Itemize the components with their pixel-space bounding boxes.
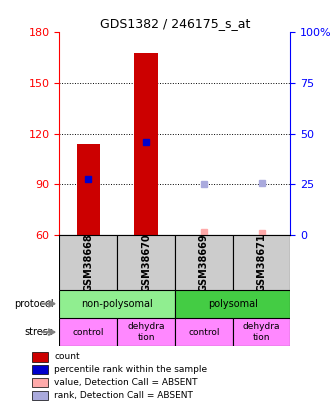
- Title: GDS1382 / 246175_s_at: GDS1382 / 246175_s_at: [100, 17, 250, 30]
- Text: percentile rank within the sample: percentile rank within the sample: [54, 365, 207, 374]
- Text: dehydra
tion: dehydra tion: [243, 322, 280, 342]
- Bar: [135, 53, 158, 235]
- FancyBboxPatch shape: [175, 290, 290, 318]
- FancyBboxPatch shape: [117, 318, 175, 346]
- Text: GSM38670: GSM38670: [141, 233, 151, 292]
- Text: polysomal: polysomal: [208, 299, 258, 309]
- Text: protocol: protocol: [14, 299, 53, 309]
- FancyBboxPatch shape: [59, 235, 117, 290]
- FancyBboxPatch shape: [175, 318, 233, 346]
- Text: control: control: [73, 328, 104, 337]
- Text: GSM38669: GSM38669: [199, 233, 209, 292]
- Text: value, Detection Call = ABSENT: value, Detection Call = ABSENT: [54, 378, 198, 387]
- FancyBboxPatch shape: [117, 235, 175, 290]
- Text: stress: stress: [25, 327, 53, 337]
- Text: GSM38668: GSM38668: [83, 233, 93, 292]
- FancyBboxPatch shape: [233, 235, 290, 290]
- Bar: [77, 144, 100, 235]
- Text: GSM38671: GSM38671: [256, 233, 267, 292]
- FancyBboxPatch shape: [175, 235, 233, 290]
- FancyBboxPatch shape: [59, 290, 175, 318]
- Text: dehydra
tion: dehydra tion: [127, 322, 165, 342]
- Bar: [32, 378, 48, 387]
- Text: control: control: [188, 328, 219, 337]
- Text: non-polysomal: non-polysomal: [81, 299, 153, 309]
- Bar: [32, 391, 48, 400]
- FancyBboxPatch shape: [59, 318, 117, 346]
- Bar: [32, 352, 48, 362]
- FancyBboxPatch shape: [233, 318, 290, 346]
- Text: count: count: [54, 352, 80, 361]
- Bar: [32, 365, 48, 375]
- Text: rank, Detection Call = ABSENT: rank, Detection Call = ABSENT: [54, 391, 193, 400]
